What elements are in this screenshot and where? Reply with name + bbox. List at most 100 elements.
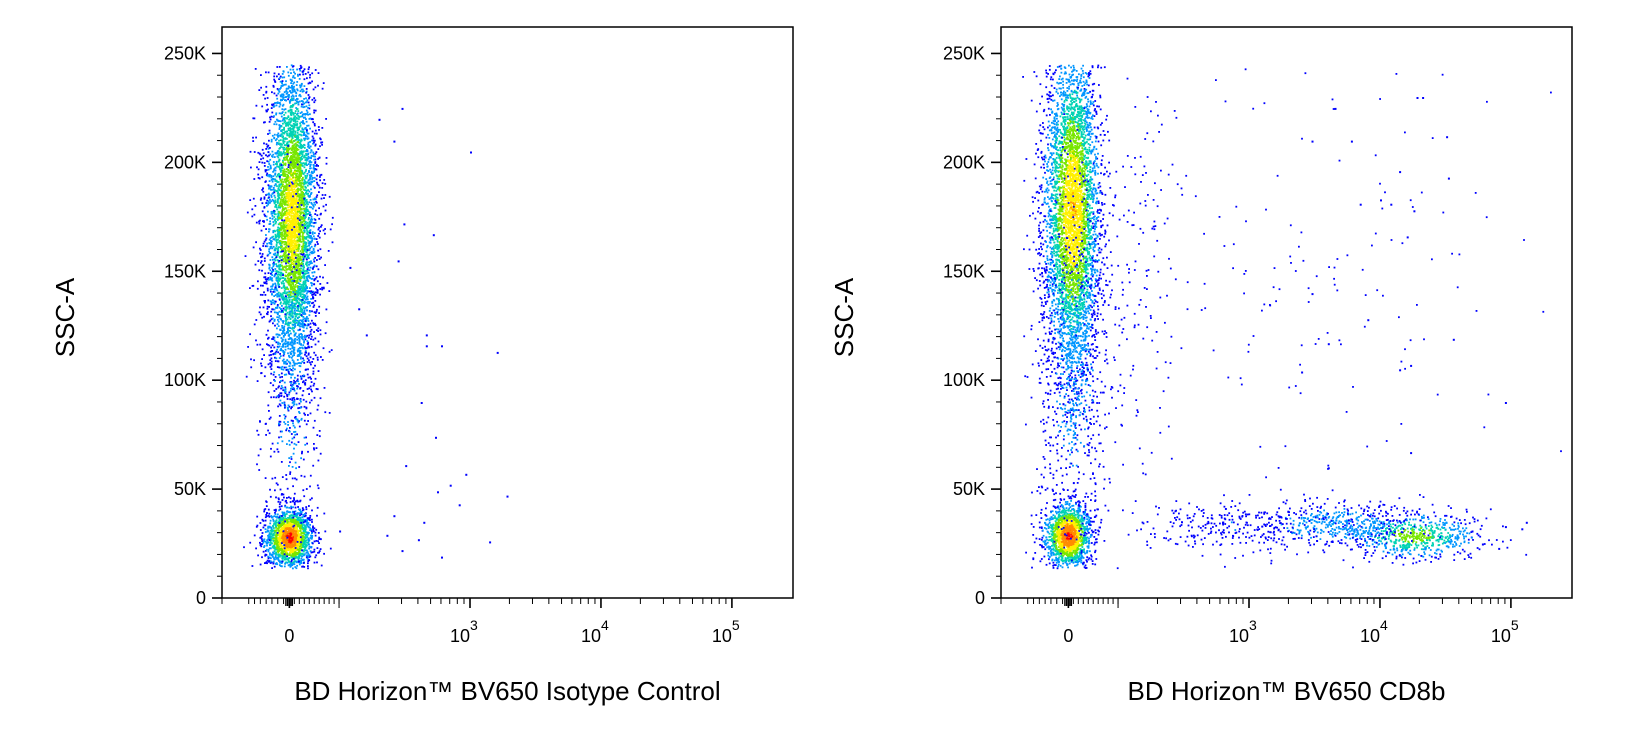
event-dot (293, 548, 296, 551)
event-dot (279, 174, 281, 177)
event-dot (289, 221, 291, 224)
event-dot (289, 348, 292, 350)
event-dot (281, 136, 284, 139)
event-dot (268, 410, 270, 412)
event-dot (269, 153, 272, 156)
event-dot (281, 108, 284, 111)
event-dot (283, 395, 286, 398)
event-dot (284, 562, 286, 565)
event-dot (263, 315, 265, 318)
event-dot (272, 253, 275, 256)
event-dot (294, 275, 297, 278)
event-dot (311, 291, 314, 294)
event-dot (274, 524, 277, 526)
event-dot (291, 326, 294, 329)
event-dot (319, 230, 321, 233)
event-dot (296, 564, 298, 567)
event-dot (294, 560, 297, 563)
event-dot (258, 177, 261, 180)
event-dot (296, 300, 299, 303)
event-dot (287, 534, 289, 537)
event-dot (270, 515, 273, 517)
event-dot (289, 130, 292, 132)
event-dot (264, 276, 267, 278)
event-dot (300, 557, 303, 560)
event-dot (302, 173, 305, 175)
event-dot (304, 73, 307, 75)
event-dot (293, 219, 296, 222)
event-dot (302, 285, 305, 287)
event-dot (274, 520, 277, 523)
event-dot (262, 541, 265, 544)
event-dot (289, 523, 292, 525)
event-dot (283, 163, 285, 166)
event-dot (301, 193, 304, 196)
event-dot (298, 243, 301, 246)
event-dot (274, 173, 276, 176)
event-dot (301, 186, 304, 189)
event-dot (296, 548, 299, 551)
event-dot (299, 167, 302, 170)
event-dot (296, 541, 299, 544)
event-dot (298, 333, 301, 336)
event-dot (276, 533, 279, 536)
event-dot (303, 78, 306, 81)
event-dot (291, 406, 293, 408)
event-dot (307, 141, 310, 144)
event-dot (266, 202, 269, 205)
event-dot (290, 271, 293, 274)
event-dot (295, 158, 297, 161)
event-dot (294, 241, 297, 243)
event-dot (305, 90, 308, 93)
event-dot (279, 420, 282, 423)
event-dot (283, 144, 286, 146)
event-dot (292, 567, 294, 570)
event-dot (312, 139, 315, 142)
event-dot (297, 222, 300, 224)
event-dot (299, 142, 302, 145)
event-dot (295, 545, 298, 548)
event-dot (292, 209, 295, 211)
event-dot (279, 256, 281, 259)
event-dot (273, 216, 276, 218)
event-dot (275, 515, 277, 518)
event-dot (306, 172, 309, 175)
event-dot (299, 310, 301, 313)
event-dot (267, 253, 270, 256)
event-dot (277, 283, 280, 285)
event-dot (278, 158, 281, 161)
event-dot (279, 147, 281, 149)
event-dot (289, 563, 291, 566)
event-dot (253, 151, 256, 153)
event-dot (280, 395, 282, 397)
event-dot (299, 561, 302, 564)
event-dot (292, 523, 294, 526)
event-dot (303, 412, 306, 415)
event-dot (252, 140, 255, 142)
event-dot (267, 537, 270, 540)
event-dot (277, 152, 280, 155)
event-dot (308, 276, 311, 278)
event-dot (298, 126, 301, 128)
event-dot (310, 154, 313, 157)
event-dot (306, 148, 308, 151)
event-dot (270, 176, 273, 179)
event-dot (282, 221, 285, 224)
event-dot (315, 265, 318, 268)
event-dot (297, 200, 299, 202)
event-dot (262, 242, 265, 245)
event-dot (305, 551, 308, 554)
event-dot (307, 560, 310, 562)
event-dot (266, 254, 269, 257)
event-dot (302, 216, 305, 219)
event-dot (281, 379, 284, 382)
event-dot (273, 523, 275, 526)
event-dot (299, 499, 302, 502)
event-dot (309, 537, 312, 539)
event-dot (268, 306, 270, 308)
event-dot (272, 520, 275, 522)
event-dot (287, 110, 290, 112)
event-dot (316, 547, 319, 549)
event-dot (288, 198, 291, 200)
event-dot (315, 151, 318, 153)
